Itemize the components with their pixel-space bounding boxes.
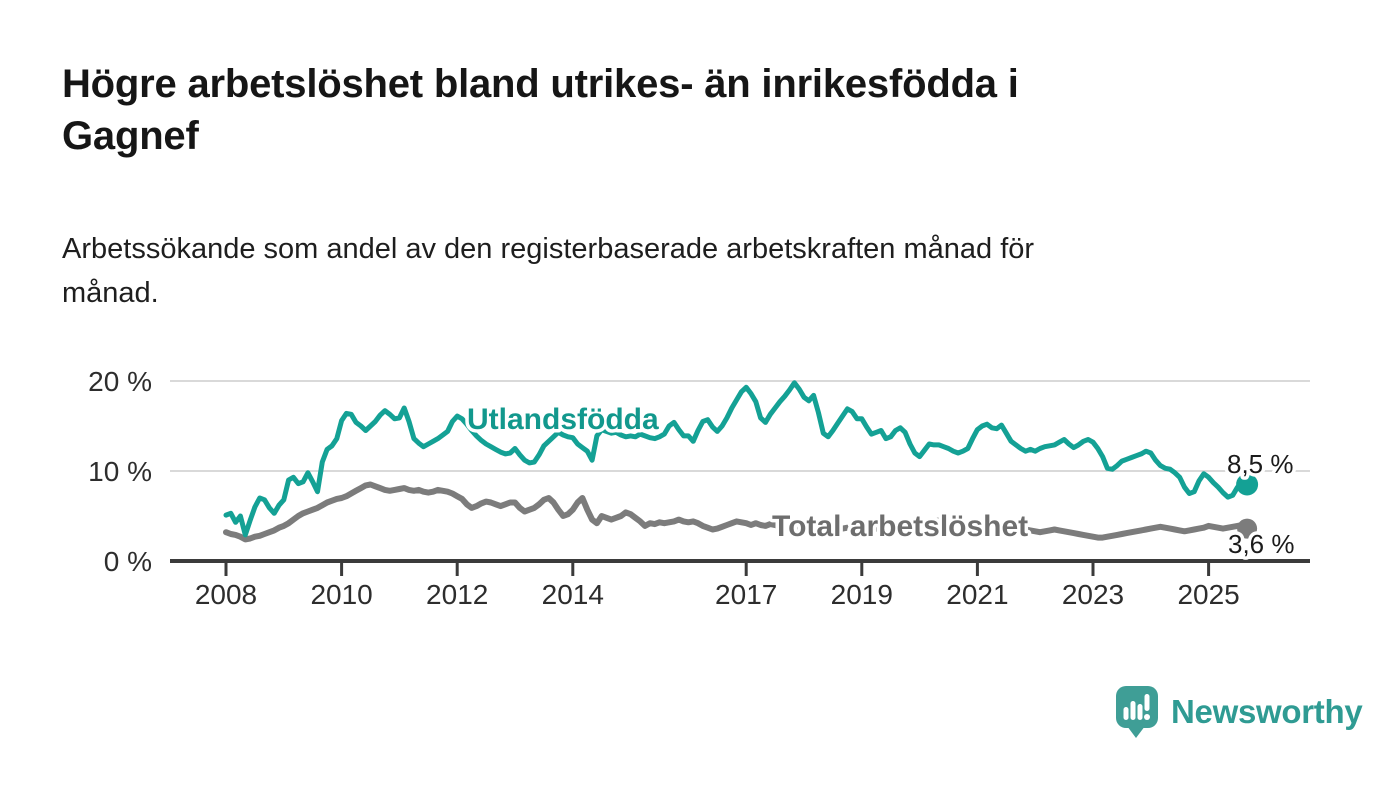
page-title-line2: Gagnef — [62, 114, 199, 158]
series-end-dots — [1236, 473, 1259, 539]
y-tick-label: 20 % — [88, 366, 152, 397]
x-tick-label: 2012 — [426, 579, 488, 610]
series-label-total-arbetsloshet: Total arbetslöshet — [772, 510, 1028, 543]
end-dot-total — [1237, 518, 1258, 539]
x-axis: 2008 2010 2012 2014 2017 2019 2021 2023 2025 — [170, 559, 1310, 610]
y-tick-label: 0 % — [104, 546, 152, 577]
gridlines — [170, 380, 1310, 472]
series-lines — [223, 380, 1251, 543]
y-tick-label: 10 % — [88, 456, 152, 487]
end-dot-utlandsfodda — [1236, 473, 1259, 496]
chart-subtitle-line2: månad. — [62, 276, 159, 309]
y-axis-labels: 0 % 10 % 20 % — [88, 366, 152, 577]
page-title-line1: Högre arbetslöshet bland utrikes- än inr… — [62, 62, 1019, 106]
x-tick-label: 2025 — [1177, 579, 1239, 610]
newsworthy-logo: Newsworthy — [1113, 684, 1363, 740]
chart-subtitle: Arbetssökande som andel av den registerb… — [62, 228, 1302, 315]
x-tick-label: 2014 — [542, 579, 604, 610]
chart-subtitle-line1: Arbetssökande som andel av den registerb… — [62, 233, 1035, 265]
page-title: Högre arbetslöshet bland utrikes- än inr… — [62, 58, 1292, 162]
newsworthy-wordmark: Newsworthy — [1171, 693, 1363, 730]
x-tick-label: 2017 — [715, 579, 777, 610]
series-line-total — [223, 481, 1251, 543]
series-line-utlandsfodda — [223, 380, 1250, 538]
x-tick-label: 2010 — [310, 579, 372, 610]
series-label-utlandsfodda: Utlandsfödda — [467, 403, 659, 436]
x-tick-label: 2008 — [195, 579, 257, 610]
end-value-label-utlandsfodda: 8,5 % — [1227, 449, 1294, 479]
newsworthy-logo-icon — [1116, 686, 1158, 738]
x-tick-label: 2021 — [946, 579, 1008, 610]
end-value-label-total: 3,6 % — [1228, 529, 1295, 559]
x-tick-label: 2023 — [1062, 579, 1124, 610]
x-tick-label: 2019 — [831, 579, 893, 610]
